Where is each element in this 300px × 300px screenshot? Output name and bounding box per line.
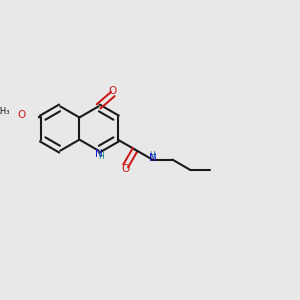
Text: H: H [98, 152, 104, 160]
Text: O: O [109, 86, 117, 96]
Text: N: N [148, 153, 156, 163]
Text: N: N [95, 149, 103, 159]
Text: O: O [122, 164, 130, 174]
Text: H: H [149, 152, 155, 160]
Text: CH₃: CH₃ [0, 107, 10, 116]
Text: O: O [17, 110, 25, 120]
